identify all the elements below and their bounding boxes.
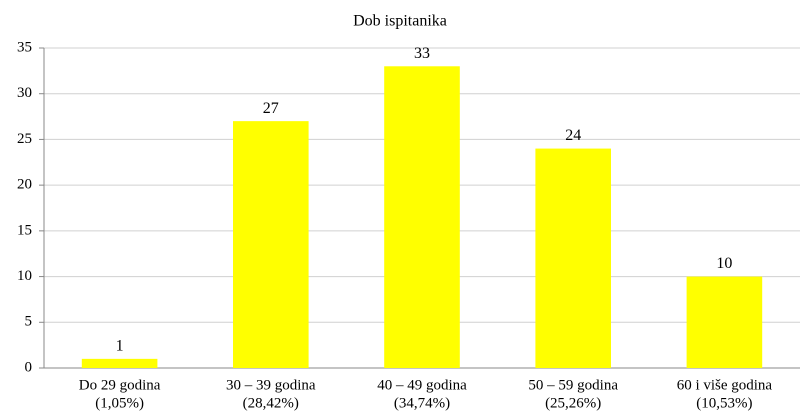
x-tick-label: (28,42%) <box>243 395 299 411</box>
bar <box>535 148 611 368</box>
y-tick-label: 35 <box>17 39 32 55</box>
data-label: 10 <box>716 255 732 272</box>
data-label: 1 <box>116 338 124 355</box>
y-tick-label: 5 <box>25 314 33 330</box>
x-tick-label: (1,05%) <box>95 395 144 411</box>
y-tick-label: 10 <box>17 268 32 284</box>
y-tick-label: 25 <box>17 131 32 147</box>
y-tick-label: 0 <box>25 359 33 375</box>
x-tick-label: 60 i više godina <box>677 377 773 393</box>
chart-title: Dob ispitanika <box>353 13 447 30</box>
x-tick-label: (34,74%) <box>394 395 450 411</box>
bar <box>384 66 460 369</box>
bar <box>233 121 309 369</box>
y-tick-label: 15 <box>17 222 32 238</box>
bar <box>686 276 763 368</box>
y-tick-label: 20 <box>17 177 32 193</box>
y-tick-label: 30 <box>17 85 32 101</box>
x-tick-label: 40 – 49 godina <box>377 377 467 393</box>
x-tick-label: 50 – 59 godina <box>528 377 618 393</box>
x-tick-label: 30 – 39 godina <box>226 377 316 393</box>
x-tick-label: Do 29 godina <box>79 377 161 393</box>
data-label: 27 <box>263 100 279 117</box>
x-tick-label: (25,26%) <box>545 395 601 411</box>
data-label: 24 <box>565 127 581 144</box>
data-label: 33 <box>414 45 430 62</box>
bar <box>81 358 158 368</box>
x-tick-label: (10,53%) <box>696 395 752 411</box>
